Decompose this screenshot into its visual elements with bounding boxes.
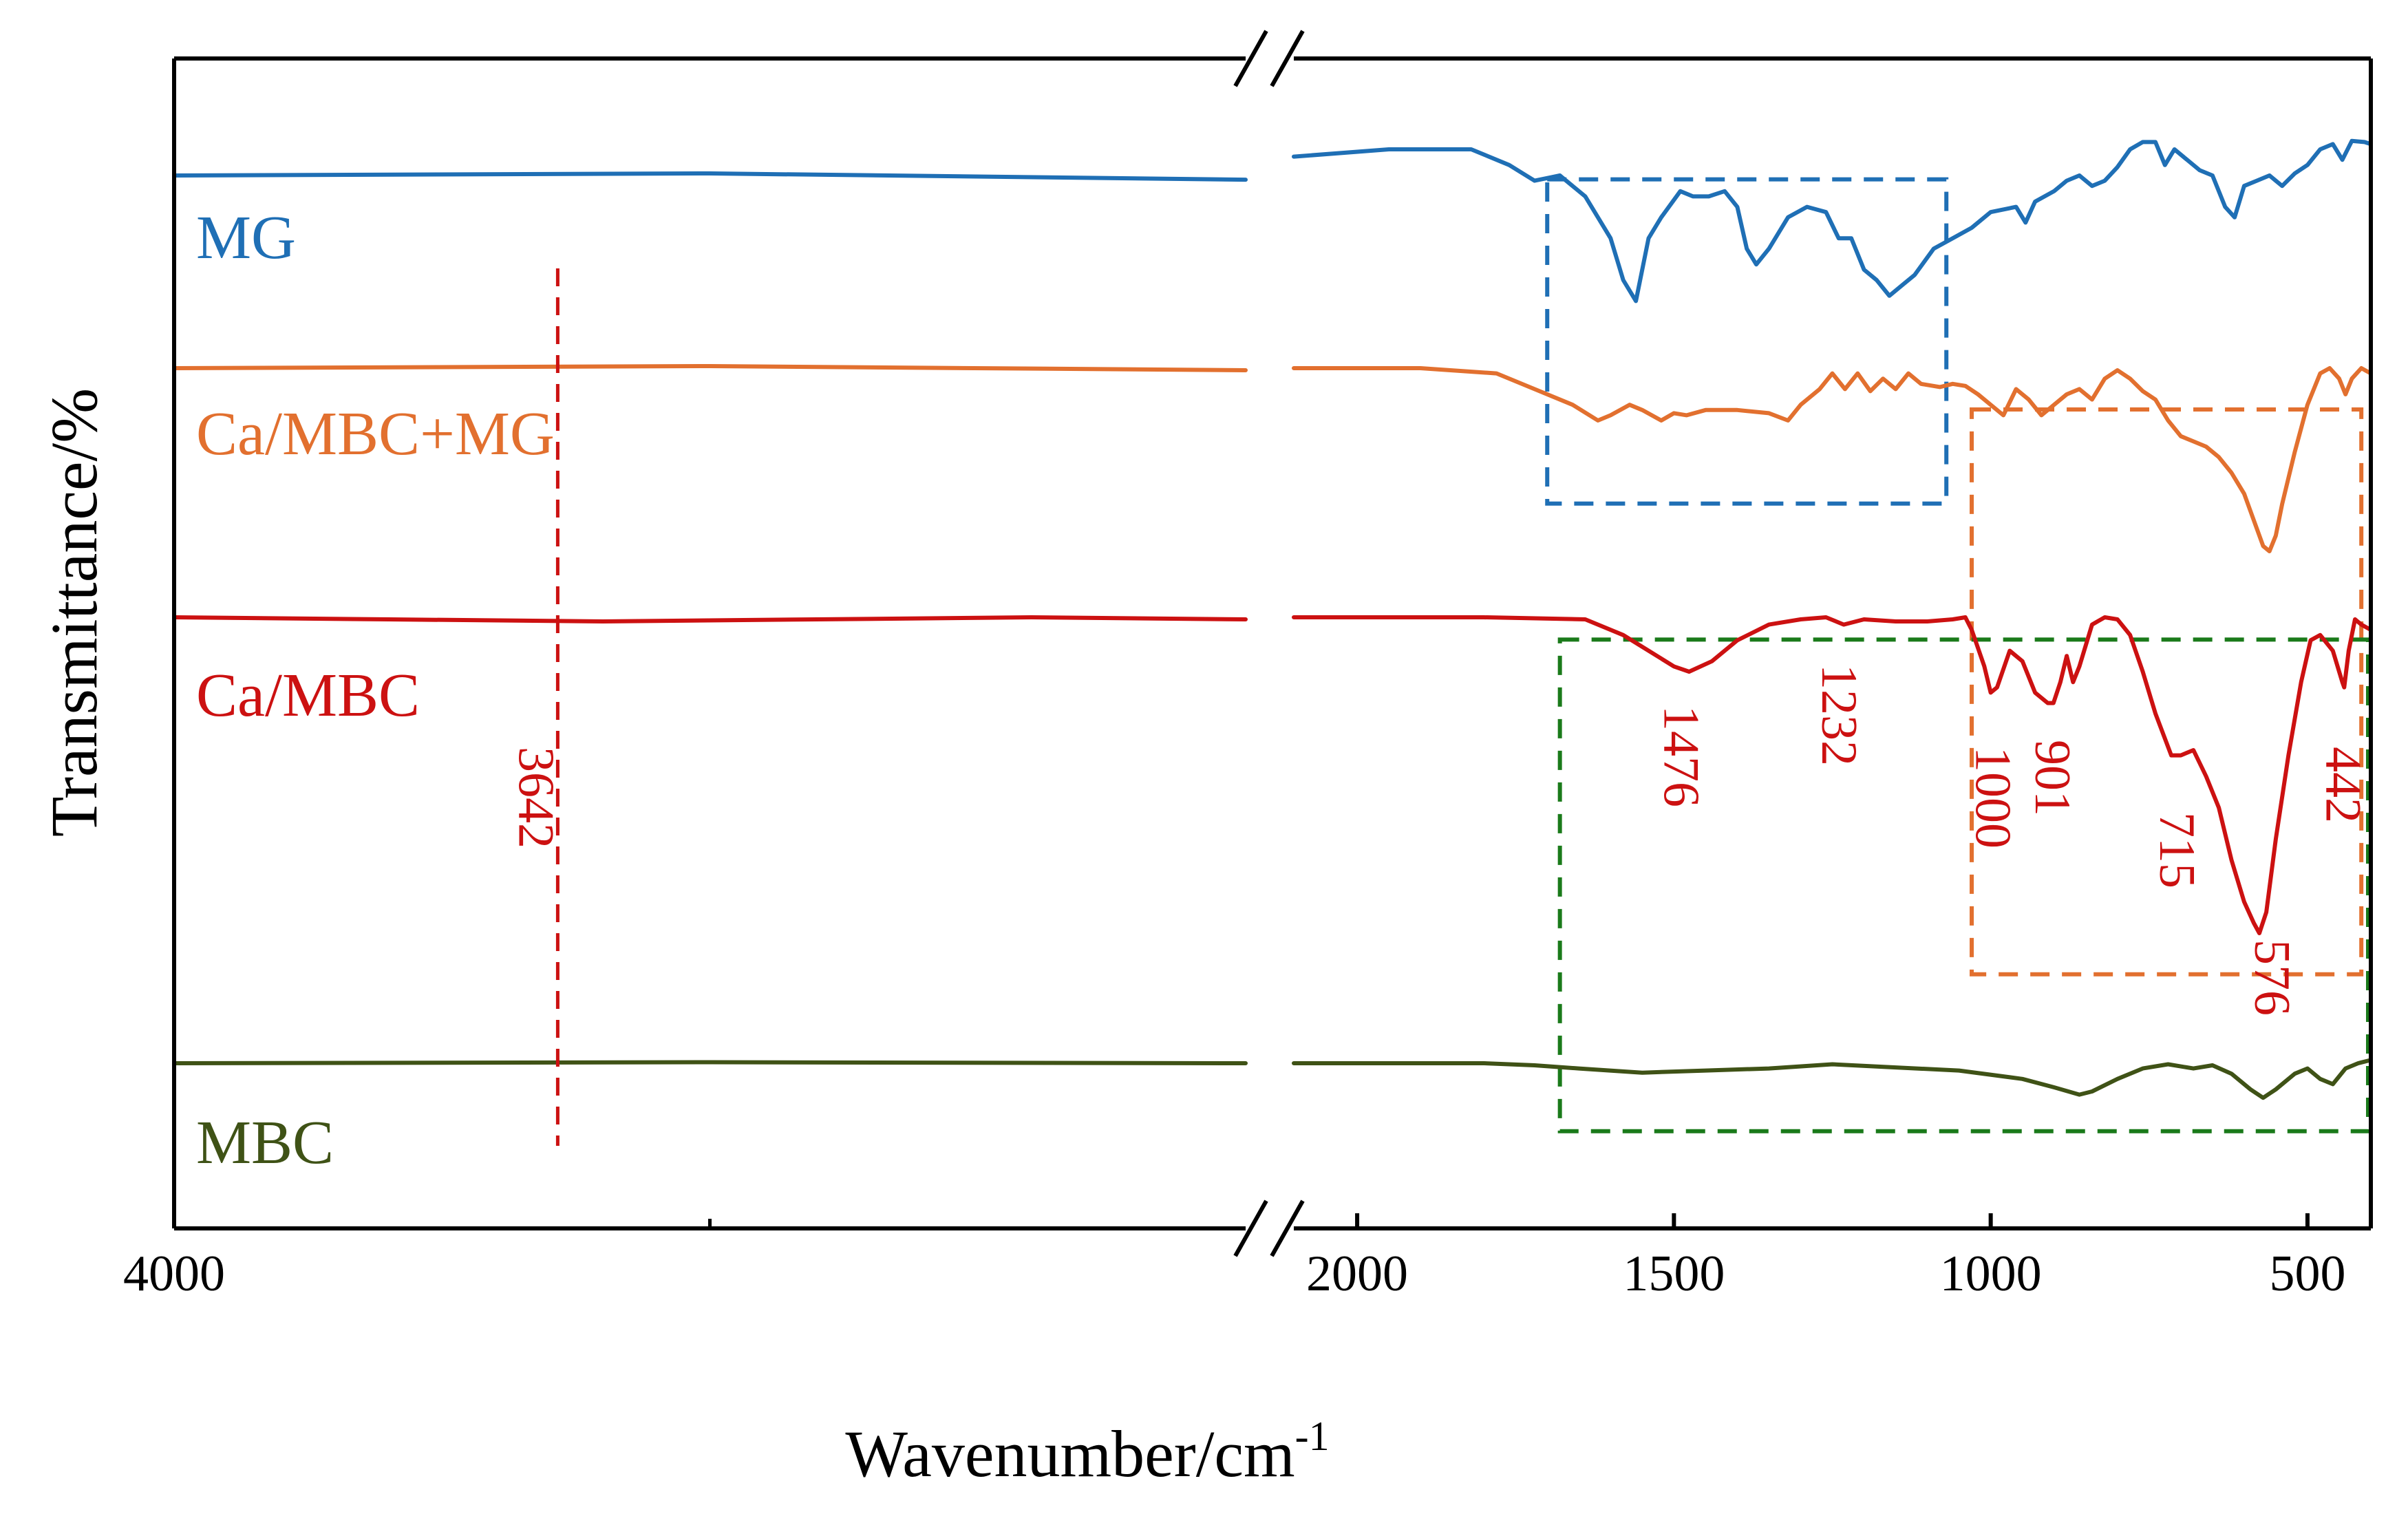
peak-label-715: 715 [2149, 812, 2205, 888]
x-axis-title-sup: -1 [1295, 1414, 1330, 1459]
axis-break-top [1233, 30, 1305, 87]
series-line-ca-mbc-mg-left [172, 364, 1248, 372]
peak-label-1000: 1000 [1965, 747, 2021, 849]
x-tick-label-1000: 1000 [1940, 1246, 2042, 1302]
peak-label-3642: 3642 [507, 747, 564, 849]
peak-label-576: 576 [2244, 939, 2300, 1016]
series-line-ca-mbc-right [1292, 615, 2373, 935]
green-box [1557, 637, 2370, 1133]
spectra-lines [172, 138, 2373, 1100]
highlight-boxes [1545, 177, 2370, 1133]
series-label-mg: MG [196, 204, 296, 272]
series-line-ca-mbc-left [172, 615, 1248, 623]
x-axis-title: Wavenumber/cm-1 [845, 1414, 1329, 1491]
y-axis-title: Transmittance/% [37, 388, 111, 837]
series-line-mbc-right [1292, 1058, 2373, 1100]
series-label-mbc: MBC [196, 1109, 334, 1177]
peak-label-901: 901 [2024, 740, 2080, 816]
x-tick-labels: 4000 2000 1500 1000 500 [123, 1246, 2345, 1302]
peak-labels: 3642 1476 1232 1000 901 715 576 442 [507, 664, 2371, 1016]
axis-break-bottom [1233, 1200, 1305, 1257]
x-tick-label-4000: 4000 [123, 1246, 225, 1302]
series-line-mg-right [1292, 138, 2373, 303]
peak-label-1476: 1476 [1652, 705, 1709, 807]
series-line-mg-left [172, 171, 1248, 182]
plot-frame [172, 56, 2373, 1230]
series-labels: MG Ca/MBC+MG Ca/MBC MBC [196, 204, 555, 1177]
x-ticks [172, 1213, 2310, 1228]
series-line-mbc-left [172, 1060, 1248, 1065]
series-line-ca-mbc-mg-right [1292, 366, 2373, 553]
x-tick-label-500: 500 [2269, 1246, 2345, 1302]
x-axis-title-main: Wavenumber/cm [845, 1417, 1294, 1491]
x-tick-label-1500: 1500 [1623, 1246, 1725, 1302]
orange-box [1970, 407, 2364, 977]
series-label-ca-mbc: Ca/MBC [196, 661, 420, 729]
peak-label-442: 442 [2314, 747, 2371, 823]
blue-box [1545, 177, 1949, 506]
x-tick-label-2000: 2000 [1306, 1246, 1408, 1302]
peak-label-1232: 1232 [1811, 664, 1867, 766]
series-label-ca-mbc-mg: Ca/MBC+MG [196, 400, 555, 468]
